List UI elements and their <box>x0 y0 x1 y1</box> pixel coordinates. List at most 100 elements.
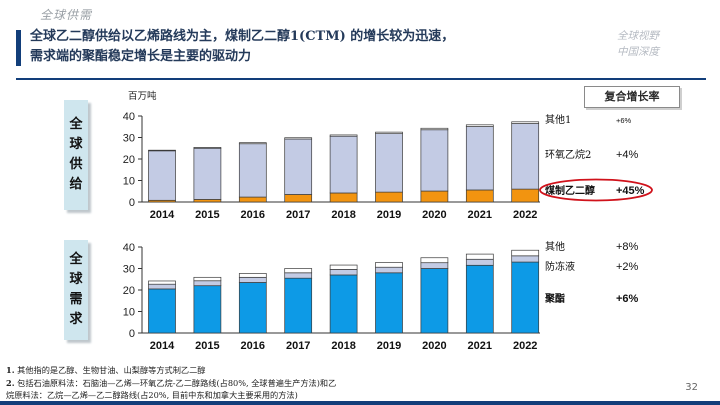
brand-watermark: 全球视野 中国深度 <box>598 28 678 60</box>
ctm-highlight-ellipse <box>539 178 653 202</box>
supply-legend-ctm: 煤制乙二醇 <box>545 184 595 197</box>
footnote-1-text: 其他指的是乙醇、生物甘油、山梨醇等方式制乙二醇 <box>17 365 206 375</box>
demand-bar-聚酯-2016 <box>238 282 267 334</box>
demand-bar-其他-2020 <box>420 257 449 264</box>
demand-x-tick-label: 2019 <box>377 340 401 352</box>
demand-x-tick-label: 2015 <box>195 340 219 352</box>
supply-x-tick-label: 2015 <box>195 209 219 221</box>
supply-y-tick-label: 30 <box>123 133 135 145</box>
supply-y-tick-label: 20 <box>123 154 135 166</box>
slide-title-line-1: 全球乙二醇供给以乙烯路线为主，煤制乙二醇1(CTM) 的增长较为迅速， <box>30 29 455 44</box>
demand-bar-防冻液-2016 <box>238 276 267 283</box>
demand-bar-其他-2016 <box>238 273 267 278</box>
demand-y-tick-label: 40 <box>123 242 135 254</box>
demand-bar-聚酯-2017 <box>284 277 313 334</box>
demand-x-tick-label: 2018 <box>331 340 355 352</box>
demand-bar-防冻液-2019 <box>375 266 403 274</box>
demand-side-label: 全球需求 <box>64 240 88 340</box>
supply-x-tick-label: 2018 <box>331 209 355 221</box>
supply-x-tick-label: 2022 <box>513 209 537 221</box>
supply-bar-其他1-2022 <box>511 121 540 124</box>
supply-x-tick-label: 2016 <box>241 209 265 221</box>
demand-bar-其他-2022 <box>511 249 540 257</box>
demand-bar-其他-2019 <box>375 262 403 268</box>
footnote-1-number: 1. <box>6 365 15 375</box>
supply-legend-other: 其他1 <box>545 113 571 126</box>
footnote-2-continued: 烷原料法：乙烷—乙烯—乙二醇路线(占20%, 目前中东和加拿大主要采用的方法) <box>6 389 566 402</box>
supply-y-tick-label: 10 <box>123 176 135 188</box>
footnote-2: 2. 包括石油原料法：石脑油—乙烯—环氧乙烷-乙二醇路线(占80%, 全球普遍生… <box>6 377 566 390</box>
supply-side-label: 全球供给 <box>64 100 88 210</box>
demand-bar-防冻液-2022 <box>511 255 540 263</box>
section-label: 全球供需 <box>40 8 93 22</box>
supply-bar-环氧乙烷2-2021 <box>465 126 494 191</box>
supply-bar-环氧乙烷2-2015 <box>193 147 222 200</box>
cagr-header: 复合增长率 <box>584 86 680 108</box>
footnote-1: 1. 其他指的是乙醇、生物甘油、山梨醇等方式制乙二醇 <box>6 364 566 377</box>
supply-y-tick-label: 40 <box>123 111 135 123</box>
demand-x-tick-label: 2016 <box>241 340 265 352</box>
footnote-2-continued-text: 烷原料法：乙烷—乙烯—乙二醇路线(占20%, 目前中东和加拿大主要采用的方法) <box>6 390 298 400</box>
header-divider <box>16 78 706 80</box>
demand-bar-其他-2014 <box>148 280 176 285</box>
supply-unit-label: 百万吨 <box>128 90 157 102</box>
demand-legend-antifreeze: 防冻液 <box>545 260 575 273</box>
demand-bar-聚酯-2020 <box>420 268 449 334</box>
demand-bar-防冻液-2020 <box>420 262 449 269</box>
demand-bar-防冻液-2014 <box>148 283 176 290</box>
supply-x-tick-label: 2017 <box>286 209 310 221</box>
supply-bar-环氧乙烷2-2019 <box>375 133 403 193</box>
demand-bar-防冻液-2017 <box>284 272 313 279</box>
demand-bar-聚酯-2018 <box>329 274 358 334</box>
supply-bar-环氧乙烷2-2017 <box>284 138 313 195</box>
supply-x-tick-label: 2019 <box>377 209 401 221</box>
demand-legend-other: 其他 <box>545 240 565 253</box>
demand-bar-其他-2018 <box>329 264 358 270</box>
demand-cagr-polyester: +6% <box>616 293 639 305</box>
demand-cagr-other: +8% <box>616 241 639 253</box>
supply-bar-其他1-2016 <box>238 142 267 145</box>
demand-x-tick-label: 2017 <box>286 340 310 352</box>
footer-bar <box>0 401 720 405</box>
supply-y-tick-label: 0 <box>129 197 135 209</box>
supply-bar-环氧乙烷2-2014 <box>148 150 176 201</box>
demand-y-tick-label: 10 <box>123 307 135 319</box>
footnote-2-number: 2. <box>6 377 15 388</box>
supply-x-tick-label: 2020 <box>422 209 446 221</box>
supply-side-label-text: 全球供给 <box>69 117 83 192</box>
supply-cagr-ctm: +45% <box>616 185 645 197</box>
demand-bar-聚酯-2019 <box>375 272 403 334</box>
supply-bar-其他1-2014 <box>148 149 176 152</box>
footnotes: 1. 其他指的是乙醇、生物甘油、山梨醇等方式制乙二醇 2. 包括石油原料法：石脑… <box>6 364 566 402</box>
demand-x-tick-label: 2021 <box>468 340 492 352</box>
demand-y-tick-label: 20 <box>123 285 135 297</box>
supply-bar-煤制乙二醇-2016 <box>238 196 267 203</box>
slide-title-line-2: 需求端的聚酯稳定增长是主要的驱动力 <box>30 49 252 64</box>
supply-bar-煤制乙二醇-2015 <box>193 199 222 203</box>
supply-bar-环氧乙烷2-2022 <box>511 123 540 190</box>
demand-bar-其他-2021 <box>465 253 494 260</box>
supply-bar-其他1-2021 <box>465 124 494 127</box>
supply-bar-其他1-2020 <box>420 127 449 131</box>
supply-cagr-other: +6% <box>616 116 632 125</box>
demand-bar-防冻液-2018 <box>329 269 358 276</box>
demand-bar-聚酯-2014 <box>148 288 176 334</box>
footnote-2-text: 包括石油原料法：石脑油—乙烯—环氧乙烷-乙二醇路线(占80%, 全球普遍生产方法… <box>17 377 337 388</box>
supply-bar-其他1-2017 <box>284 137 313 140</box>
supply-bar-其他1-2019 <box>375 131 403 134</box>
demand-y-tick-label: 30 <box>123 264 135 276</box>
supply-cagr-ethylene-oxide: +4% <box>616 149 639 161</box>
supply-bar-环氧乙烷2-2016 <box>238 143 267 198</box>
demand-x-tick-label: 2014 <box>150 340 175 352</box>
demand-bar-防冻液-2021 <box>465 258 494 266</box>
demand-x-tick-label: 2020 <box>422 340 446 352</box>
brand-line-1: 全球视野 <box>617 30 659 42</box>
supply-bar-其他1-2018 <box>329 134 358 137</box>
supply-bar-煤制乙二醇-2017 <box>284 194 313 203</box>
slide-title: 全球乙二醇供给以乙烯路线为主，煤制乙二醇1(CTM) 的增长较为迅速， 需求端的… <box>30 27 580 67</box>
demand-bar-其他-2017 <box>284 268 313 274</box>
demand-side-label-text: 全球需求 <box>69 252 83 327</box>
supply-bar-环氧乙烷2-2020 <box>420 129 449 192</box>
demand-y-tick-label: 0 <box>129 328 135 340</box>
demand-legend-polyester: 聚酯 <box>544 292 565 305</box>
